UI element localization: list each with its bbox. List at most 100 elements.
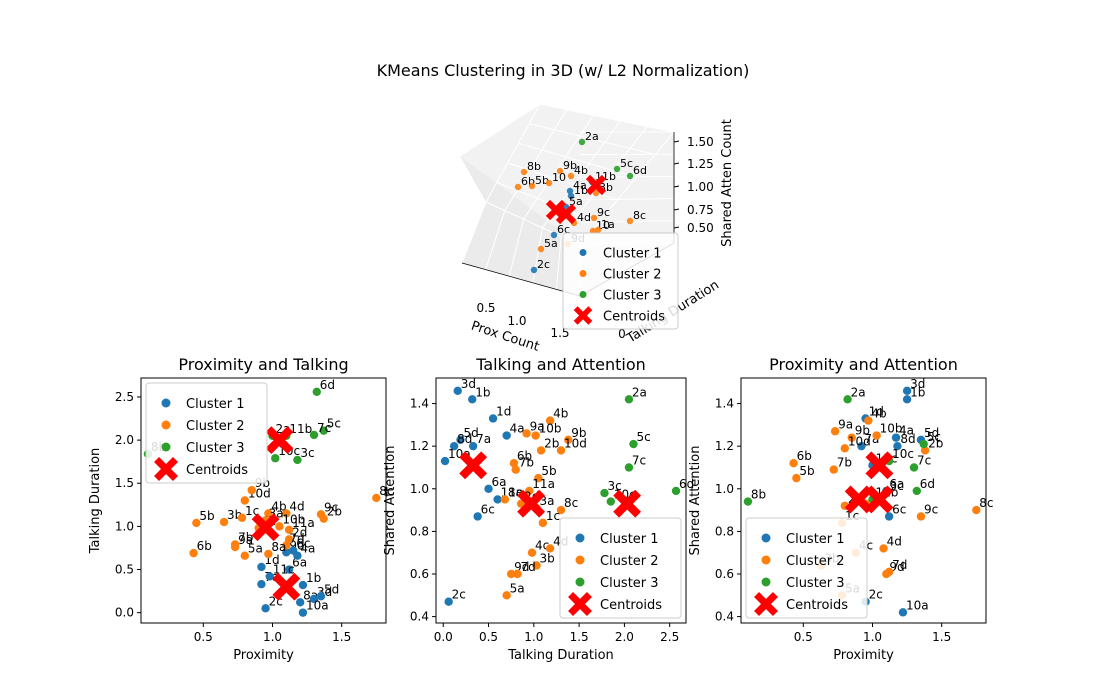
data-point <box>312 387 321 397</box>
y-axis-label: Shared Attention <box>383 446 398 556</box>
x-axis-label: Proximity <box>833 648 894 663</box>
data-point <box>257 562 266 572</box>
y-tick-label: 2.5 <box>115 390 134 404</box>
data-point <box>525 486 534 496</box>
data-point <box>564 435 573 444</box>
legend-marker-1 <box>579 249 587 256</box>
x-tick-label: 0.5 <box>479 630 498 644</box>
legend-label-1: Cluster 1 <box>600 532 659 547</box>
point-label: 11b <box>289 422 312 436</box>
data-point <box>257 579 266 589</box>
point-label: 8b <box>751 488 766 502</box>
point-label: 11a <box>532 477 555 491</box>
data-point <box>919 439 928 449</box>
grid-line <box>579 198 675 201</box>
x-tick-label: 1.5 <box>570 630 589 644</box>
data-point <box>891 433 901 442</box>
data-point <box>240 496 250 505</box>
data-point <box>449 441 459 451</box>
point-label-3d: 5a <box>544 237 558 250</box>
data-point-3d <box>590 214 598 222</box>
data-point <box>309 430 319 440</box>
point-label: 4d <box>289 499 304 513</box>
data-point <box>192 518 201 528</box>
point-label: 8d <box>457 432 472 446</box>
point-label-3d: 8b <box>527 160 541 173</box>
point-label: 11a <box>292 516 315 530</box>
z-tick <box>673 226 680 229</box>
point-label: 3d <box>910 377 925 391</box>
data-point <box>440 456 450 466</box>
point-label: 10d <box>564 436 587 450</box>
point-label-3d: 9b <box>563 159 577 172</box>
y-axis-label: Shared Attention <box>688 446 703 556</box>
x-tick-label: 2.5 <box>660 630 679 644</box>
data-point-3d <box>545 179 553 187</box>
grid-line <box>555 236 562 290</box>
centroid-marker <box>251 513 280 542</box>
legend-label-1: Cluster 1 <box>603 247 662 262</box>
data-point <box>488 414 498 423</box>
data-point <box>872 431 881 440</box>
point-label: 5b <box>199 509 214 523</box>
point-label: 6c <box>892 502 906 516</box>
data-point <box>909 463 919 472</box>
z-axis-label-3d: Shared Atten Count <box>720 119 735 247</box>
point-label: 5b <box>799 464 814 478</box>
point-label-3d: 4a <box>573 179 587 192</box>
point-label: 3d <box>461 377 476 391</box>
data-point <box>484 484 493 493</box>
data-point <box>282 548 291 557</box>
axes-frame <box>435 377 687 624</box>
point-label: 1b <box>910 385 925 399</box>
x-axis-label: Talking Duration <box>507 648 614 663</box>
data-point-3d <box>520 168 528 176</box>
z-tick-label: 1.25 <box>687 157 714 171</box>
centroid-marker-3d <box>555 203 577 225</box>
point-label: 10a <box>306 599 329 613</box>
legend-marker-centroid <box>573 306 593 325</box>
legend-marker-centroid <box>754 592 778 616</box>
legend-marker-centroid <box>568 592 592 616</box>
x-tick-label: 1.0 <box>263 630 282 644</box>
data-point <box>502 431 511 440</box>
data-point <box>271 454 280 463</box>
data-point-3d <box>626 172 634 180</box>
data-point-3d <box>566 187 574 195</box>
z-tick-label: 0.50 <box>687 221 714 235</box>
point-label-3d: 8c <box>633 209 646 222</box>
data-point <box>230 542 240 552</box>
point-label-3d: 5b <box>535 174 549 187</box>
x-tick-label-3d: 1.5 <box>550 326 569 340</box>
legend-label-4: Centroids <box>603 310 665 325</box>
legend-label-1: Cluster 1 <box>186 397 245 412</box>
data-point <box>829 465 838 474</box>
point-label: 6d <box>920 477 935 491</box>
point-label: 11c <box>273 562 295 576</box>
point-label-3d: 5c <box>620 157 633 170</box>
y-tick-label: 0.6 <box>410 567 429 581</box>
point-label: 3a <box>540 494 555 508</box>
x-tick-label: 1.5 <box>932 630 951 644</box>
point-label: 6b <box>797 449 812 463</box>
data-point <box>840 444 850 453</box>
point-label: 5c <box>927 430 941 444</box>
data-point <box>511 465 520 474</box>
point-label: 10b <box>282 512 305 526</box>
data-point <box>456 435 465 444</box>
data-point <box>527 548 537 557</box>
centroid-marker-3d <box>585 174 607 196</box>
data-point <box>506 569 516 579</box>
point-label: 6b <box>517 449 532 463</box>
legend-label-3: Cluster 3 <box>600 576 659 591</box>
data-point <box>282 541 291 550</box>
point-label: 10c <box>892 447 914 461</box>
point-label: 3c <box>300 446 314 460</box>
data-point-3d <box>594 226 602 234</box>
point-label: 7c <box>917 453 931 467</box>
data-point <box>189 548 198 558</box>
data-point <box>219 517 229 527</box>
point-label: 6a <box>492 475 507 489</box>
point-label: 9c <box>924 502 938 516</box>
